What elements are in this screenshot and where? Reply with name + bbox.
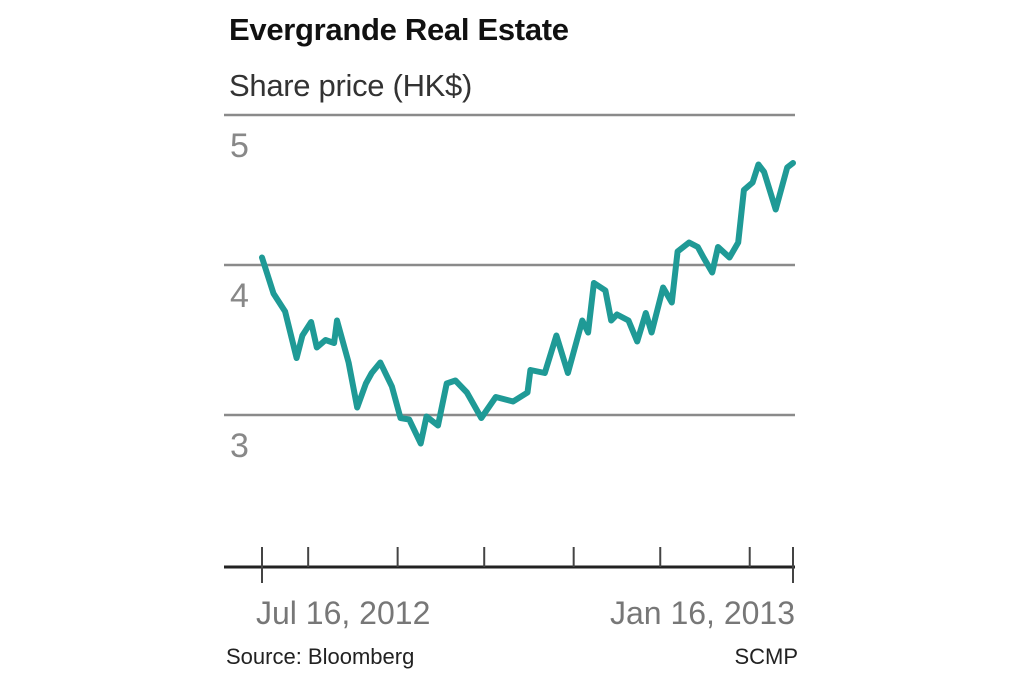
y-tick-label: 3: [230, 427, 249, 465]
x-tick-label: Jan 16, 2013: [610, 595, 795, 631]
x-tick-label: Jul 16, 2012: [256, 595, 430, 631]
y-tick-label: 5: [230, 127, 249, 165]
y-tick-label: 4: [230, 277, 249, 315]
source-note: Source: Bloomberg: [226, 644, 415, 669]
chart-title: Evergrande Real Estate: [229, 12, 569, 47]
chart-subtitle: Share price (HK$): [229, 68, 472, 103]
price-line: [259, 160, 796, 447]
credit-note: SCMP: [734, 644, 798, 669]
